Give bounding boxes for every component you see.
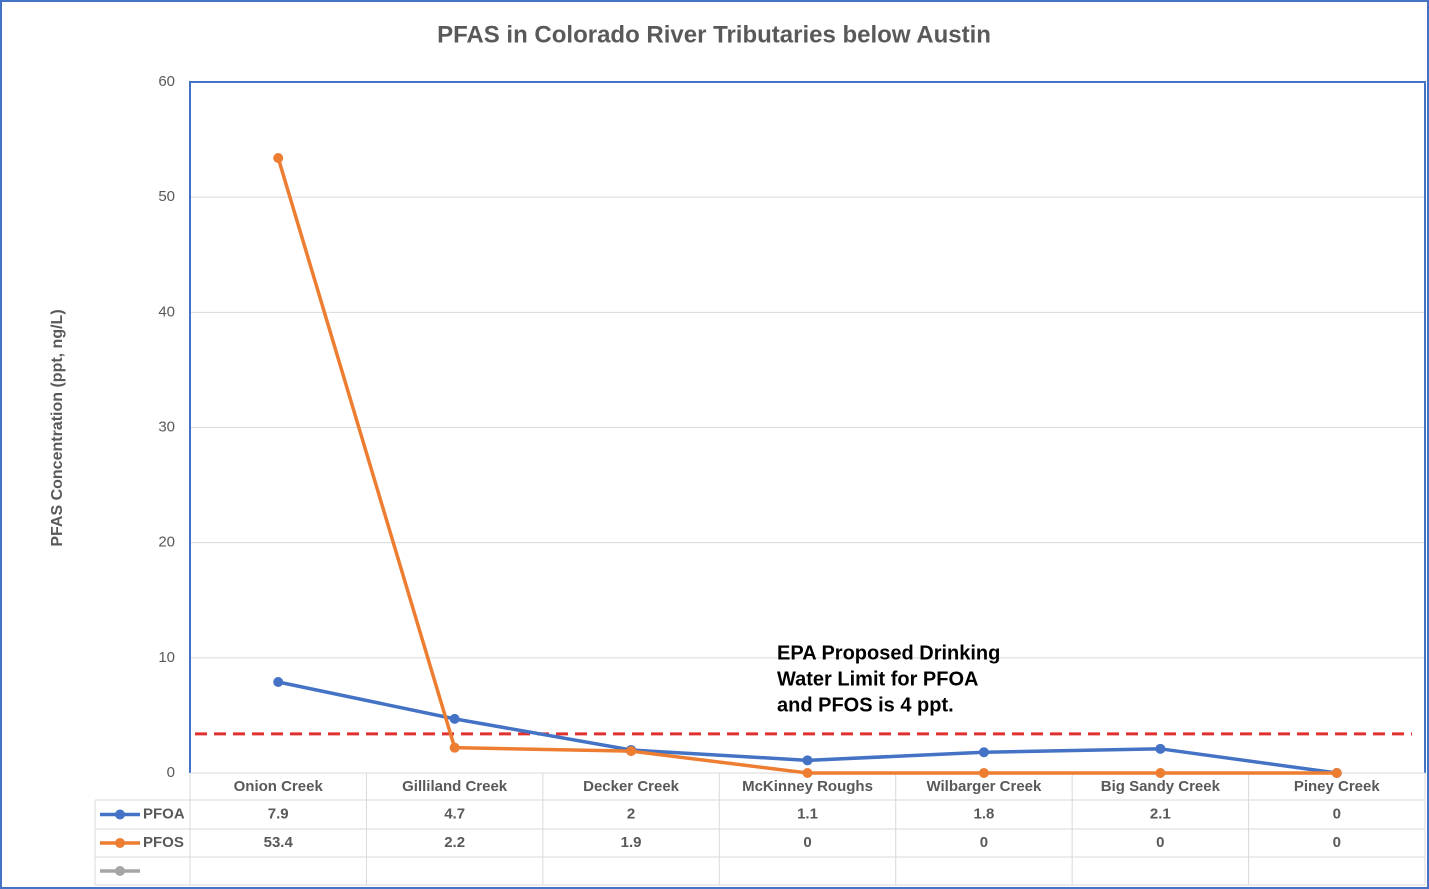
annotation: and PFOS is 4 ppt. [777,694,954,716]
legend-marker [115,866,125,876]
data-point [1331,768,1342,778]
table-value: 4.7 [444,805,465,822]
data-point [802,755,813,766]
table-value: 2.2 [444,834,465,851]
x-tick-label: Big Sandy Creek [1101,778,1221,795]
data-point [626,746,637,757]
legend-marker [115,809,125,820]
annotation: EPA Proposed Drinking [777,642,1000,664]
table-value: 1.1 [797,805,818,822]
data-point [978,768,989,778]
x-tick-label: Decker Creek [583,778,680,795]
data-point [449,742,460,753]
table-value: 2 [627,805,635,822]
y-tick-label: 10 [158,649,175,666]
table-value: 0 [1156,834,1164,851]
x-tick-label: Onion Creek [234,778,324,795]
table-value: 1.9 [621,834,642,851]
data-point [449,713,460,724]
chart-title: PFAS in Colorado River Tributaries below… [437,21,991,48]
table-value: 1.8 [973,805,994,822]
x-tick-label: McKinney Roughs [742,778,873,795]
plot-border [189,81,1426,773]
data-point [273,677,284,688]
x-tick-label: Gilliland Creek [402,778,508,795]
legend-label: PFOA [143,805,185,822]
y-tick-label: 30 [158,418,175,435]
table-value: 0 [803,834,811,851]
table-value: 0 [980,834,988,851]
x-tick-label: Piney Creek [1294,778,1381,795]
data-point [273,153,284,164]
y-tick-label: 50 [158,188,175,205]
legend-label: PFOS [143,834,184,851]
data-point [802,768,813,778]
y-tick-label: 60 [158,73,175,90]
table-value: 53.4 [264,834,294,851]
table-value: 2.1 [1150,805,1171,822]
table-value: 0 [1333,805,1341,822]
y-tick-label: 40 [158,303,175,320]
legend-marker [115,838,125,848]
y-tick-label: 0 [167,764,175,781]
annotation: Water Limit for PFOA [777,668,978,690]
y-tick-label: 20 [158,534,175,551]
data-point [1155,743,1166,754]
y-axis-label: PFAS Concentration (ppt, ng/L) [49,309,66,546]
table-value: 0 [1333,834,1341,851]
data-point [1155,768,1166,778]
table-value: 7.9 [268,805,289,822]
data-point [978,747,989,758]
x-tick-label: Wilbarger Creek [926,778,1042,795]
